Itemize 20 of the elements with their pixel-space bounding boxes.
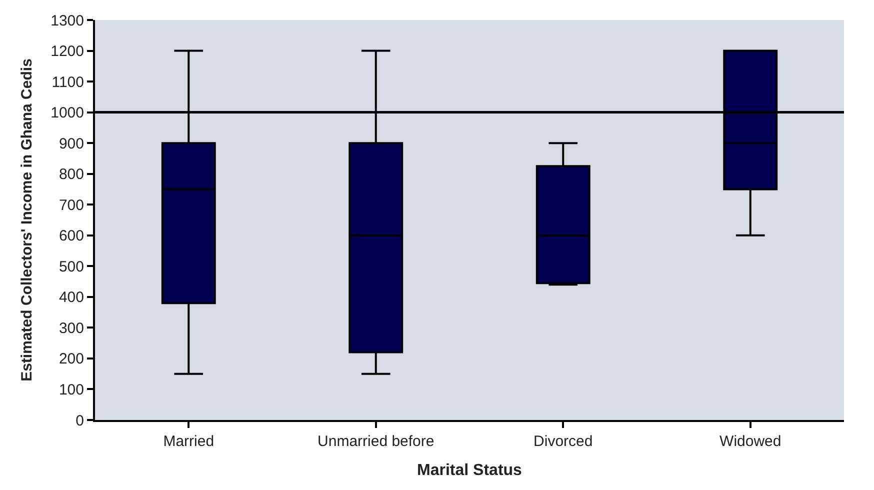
x-tick-label: Married [163, 433, 214, 450]
y-tick-label: 1200 [50, 43, 84, 60]
y-tick-label: 1300 [50, 12, 84, 30]
y-tick-label: 500 [58, 258, 84, 276]
y-tick-label: 1100 [52, 74, 84, 91]
y-tick-label: 700 [58, 196, 84, 214]
x-tick-label: Divorced [534, 433, 593, 450]
x-tick-label: Unmarried before [318, 433, 434, 450]
y-tick-label: 100 [58, 381, 84, 398]
y-tick-label: 900 [58, 135, 84, 152]
y-tick-label: 400 [58, 289, 84, 306]
y-tick-label: 1000 [50, 104, 84, 122]
y-tick-label: 200 [58, 350, 84, 368]
y-tick-label: 600 [58, 228, 84, 245]
y-tick-label: 0 [76, 412, 84, 430]
y-tick-label: 300 [58, 320, 84, 337]
y-tick-label: 800 [58, 166, 84, 184]
y-axis-title: Estimated Collectors' Income in Ghana Cedis [18, 58, 36, 382]
x-axis-title: Marital Status [417, 462, 522, 480]
x-tick-label: Widowed [720, 433, 782, 450]
